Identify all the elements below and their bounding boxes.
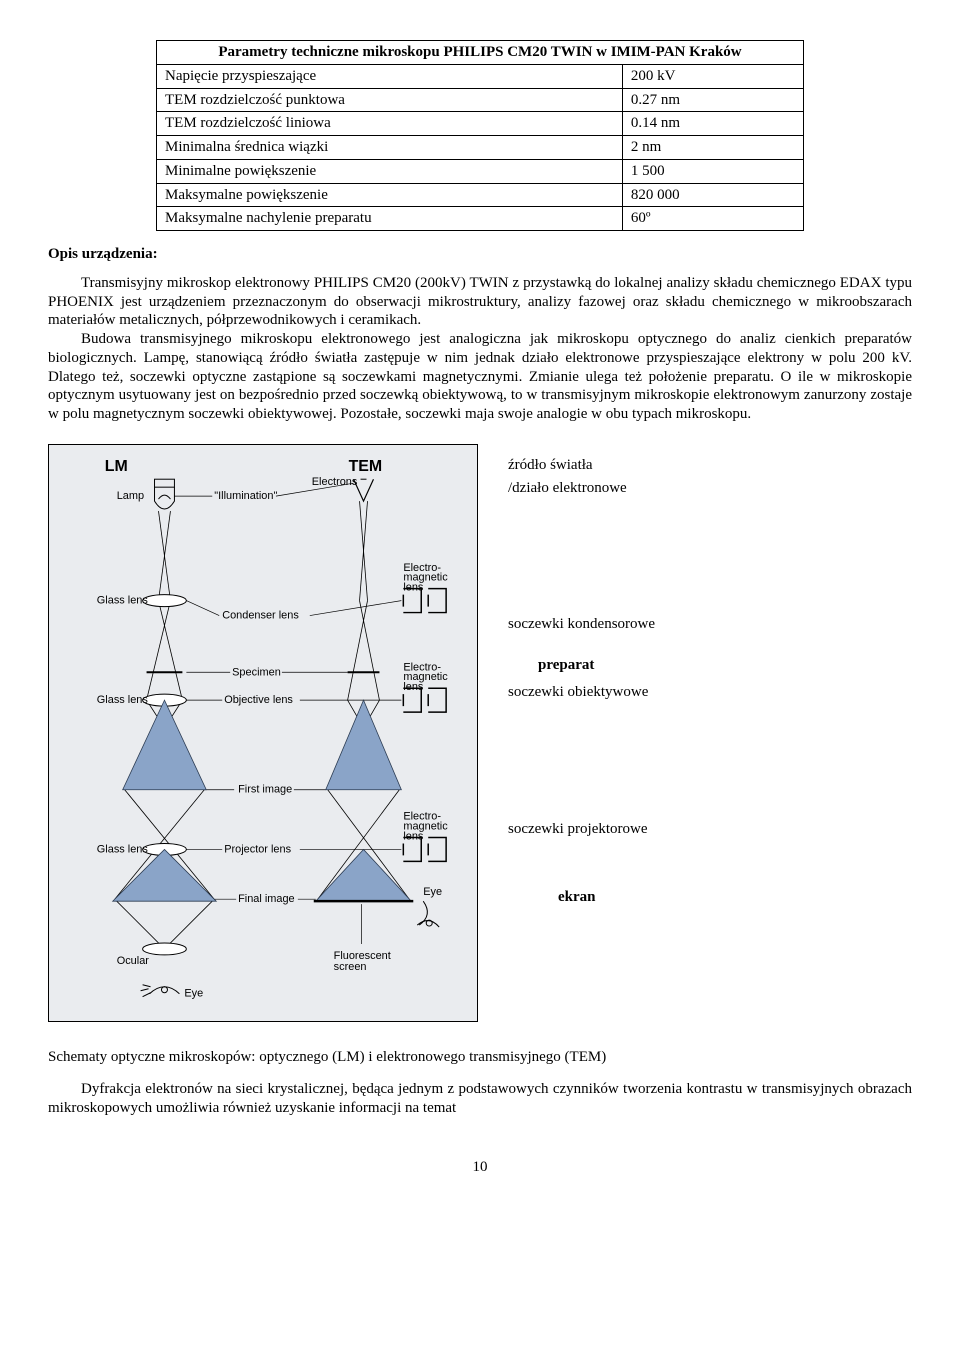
tem-title: TEM [349,458,383,475]
annotation: /działo elektronowe [508,479,808,498]
page-number: 10 [48,1158,912,1177]
figure-row: LM TEM Lamp Electrons "Illumination" [48,444,912,1022]
annotation: ekran [558,888,808,907]
parameters-table: Parametry techniczne mikroskopu PHILIPS … [156,40,804,231]
projector-label: Projector lens [224,843,291,855]
annotation: źródło światła [508,456,808,475]
lamp-icon [155,479,175,509]
table-row: Napięcie przyspieszające200 kV [157,64,804,88]
eye-icon [417,901,439,927]
glass-lens-label: Glass lens [97,843,149,855]
body-paragraph: Transmisyjny mikroskop elektronowy PHILI… [48,274,912,330]
eye-label: Eye [423,886,442,898]
table-row: Minimalna średnica wiązki2 nm [157,136,804,160]
figure-caption: Schematy optyczne mikroskopów: optyczneg… [48,1048,912,1067]
annotation: soczewki projektorowe [508,820,808,839]
eye-icon [141,985,180,997]
section-heading: Opis urządzenia: [48,245,912,264]
annotation: soczewki obiektywowe [508,683,808,702]
optics-diagram: LM TEM Lamp Electrons "Illumination" [48,444,478,1022]
table-row: Minimalne powiększenie1 500 [157,159,804,183]
body-paragraph: Budowa transmisyjnego mikroskopu elektro… [48,330,912,424]
optics-diagram-svg: LM TEM Lamp Electrons "Illumination" [55,451,473,1009]
glass-lens-label: Glass lens [97,694,149,706]
table-row: Maksymalne powiększenie820 000 [157,183,804,207]
glass-lens-label: Glass lens [97,594,149,606]
annotation: preparat [538,656,808,675]
fluorescent-label: Fluorescentscreen [334,950,391,973]
body-paragraph: Dyfrakcja elektronów na sieci krystalicz… [48,1080,912,1118]
image-cones [113,700,412,901]
em-lens-labels: Electro-magneticlens Electro-magneticlen… [403,562,448,843]
objective-label: Objective lens [224,694,293,706]
eye-label: Eye [184,987,203,999]
specimen-label: Specimen [232,666,281,678]
annotation-column: źródło światła /działo elektronowe socze… [508,444,808,911]
table-row: TEM rozdzielczość liniowa0.14 nm [157,112,804,136]
table-row: TEM rozdzielczość punktowa0.27 nm [157,88,804,112]
ocular-label: Ocular [117,955,150,967]
table-row: Maksymalne nachylenie preparatu60º [157,207,804,231]
final-image-label: Final image [238,893,295,905]
table-header: Parametry techniczne mikroskopu PHILIPS … [157,41,804,65]
annotation: soczewki kondensorowe [508,615,808,634]
condenser-label: Condenser lens [222,609,299,621]
lm-title: LM [105,458,128,475]
first-image-label: First image [238,783,292,795]
lamp-label: Lamp [117,490,144,502]
illumination-label: "Illumination" [214,490,277,502]
